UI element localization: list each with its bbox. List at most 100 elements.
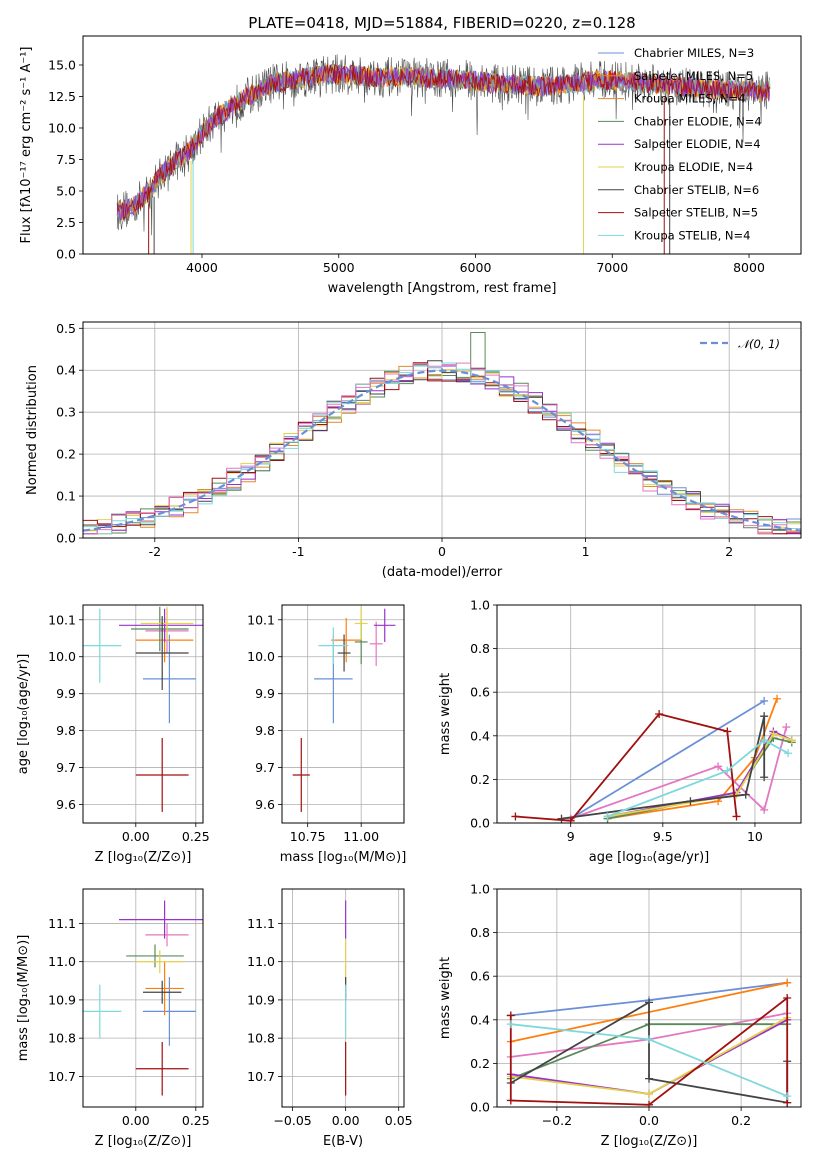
plot-area	[282, 889, 404, 1107]
x-tick-label: −0.05	[273, 1113, 311, 1128]
weight-marker	[783, 994, 792, 1002]
histogram-step	[83, 362, 801, 535]
legend-label: Salpeter STELIB, N=5	[634, 206, 758, 220]
weight-line	[607, 739, 789, 818]
x-tick-label: 11.00	[343, 829, 379, 844]
x-tick-label: -1	[292, 544, 304, 559]
y-tick-label: 0.0	[56, 247, 76, 262]
weight-marker	[732, 812, 741, 821]
plot-area	[116, 54, 771, 254]
y-tick-label: 10.0	[247, 649, 275, 664]
y-axis-label: Flux [fλ10⁻¹⁷ erg cm⁻² s⁻¹ A⁻¹]	[19, 47, 34, 244]
y-tick-label: 10.8	[247, 1031, 275, 1046]
y-tick-label: 10.9	[247, 992, 275, 1007]
weight-marker	[787, 736, 796, 745]
x-tick-label: 0.25	[182, 829, 210, 844]
y-tick-label: 10.9	[48, 992, 76, 1007]
legend-label: Chabrier ELODIE, N=4	[634, 114, 762, 128]
y-tick-label: 10.0	[48, 120, 76, 135]
weight-marker	[723, 766, 732, 775]
y-tick-label: 7.5	[56, 152, 76, 167]
y-tick-label: 9.8	[56, 723, 76, 738]
x-tick-label: −0.2	[542, 1113, 572, 1128]
x-axis-label: Z [log₁₀(Z/Z⊙)]	[601, 1134, 698, 1149]
y-tick-label: 0.0	[470, 1100, 490, 1115]
weight-marker	[506, 1096, 515, 1105]
y-tick-label: 0.8	[470, 925, 490, 940]
axes-frame	[281, 604, 405, 824]
legend-label: Kroupa ELODIE, N=4	[634, 160, 753, 174]
weight-marker	[760, 773, 769, 782]
x-tick-label: 0.05	[385, 1113, 413, 1128]
y-tick-label: 0.2	[470, 772, 490, 787]
legend-label: Kroupa MILES, N=4	[634, 92, 746, 106]
weight-marker	[760, 736, 769, 745]
x-tick-label: 9.5	[653, 829, 673, 844]
y-tick-label: 11.1	[247, 916, 275, 931]
x-tick-label: 9	[567, 829, 575, 844]
axes-frame	[82, 35, 802, 255]
weight-line	[515, 712, 738, 822]
x-tick-label: 0.00	[332, 1113, 360, 1128]
x-tick-label: 10	[747, 829, 763, 844]
y-tick-label: 1.0	[470, 882, 490, 897]
y-tick-label: 2.5	[56, 215, 76, 230]
weight-marker	[760, 712, 769, 721]
weight-marker	[760, 805, 769, 814]
x-tick-label: 0.2	[731, 1113, 751, 1128]
weight-marker	[645, 1035, 653, 1044]
weight-marker	[773, 694, 782, 703]
x-axis-label: wavelength [Angstrom, rest frame]	[328, 281, 557, 296]
axes-frame	[82, 321, 802, 539]
chart-panel-0: 4000 5000 6000 7000 8000 0.0 2.5 5.0 7.5 10.0 12.5…	[19, 35, 802, 296]
x-tick-label: 0	[438, 544, 446, 559]
weight-marker	[645, 1074, 653, 1083]
weight-marker	[645, 998, 653, 1007]
legend-label: Kroupa STELIB, N=4	[634, 228, 751, 242]
y-tick-label: 10.0	[48, 649, 76, 664]
y-tick-label: 0.4	[470, 1012, 490, 1027]
x-axis-label: Z [log₁₀(Z/Z⊙)]	[95, 1134, 192, 1149]
legend-label: Chabrier MILES, N=3	[634, 46, 754, 60]
weight-marker	[511, 812, 520, 821]
plot-area	[83, 322, 801, 538]
weight-marker	[784, 749, 793, 758]
weight-line	[561, 715, 766, 820]
chart-panel-6: −0.05 0.00 0.05 10.7 10.8 10.9 11.0 11.1 E(B-V)	[247, 888, 413, 1149]
y-tick-label: 11.0	[48, 954, 76, 969]
x-tick-label: 4000	[186, 260, 218, 275]
y-tick-label: 9.6	[255, 797, 275, 812]
y-axis-label: age [log₁₀(age/yr)]	[16, 654, 31, 775]
y-tick-label: 0.6	[470, 969, 490, 984]
x-tick-label: 0.00	[122, 1113, 150, 1128]
spectrum-line	[116, 64, 770, 221]
chart-panel-2: 0.00 0.25 9.6 9.7 9.8 9.9 10.0 10.1 Z [log₁₀(Z/Z…	[16, 604, 210, 865]
weight-line	[607, 732, 793, 818]
y-tick-label: 9.6	[56, 797, 76, 812]
x-tick-label: 0.25	[182, 1113, 210, 1128]
chart-panel-3: 10.75 11.00 9.6 9.7 9.8 9.9 10.0 10.1 mass [log₁…	[247, 604, 406, 865]
y-axis-label: mass weight	[438, 957, 453, 1039]
x-axis-label: Z [log₁₀(Z/Z⊙)]	[95, 850, 192, 865]
y-tick-label: 0.4	[56, 363, 76, 378]
axes-frame	[82, 604, 204, 824]
y-tick-label: 11.0	[247, 954, 275, 969]
y-tick-label: 0.2	[56, 447, 76, 462]
legend-label: 𝒩(0, 1)	[738, 337, 780, 351]
weight-marker	[645, 1089, 653, 1098]
weight-marker	[506, 1011, 515, 1020]
legend-label: Salpeter ELODIE, N=4	[634, 137, 761, 151]
x-tick-label: -2	[149, 544, 161, 559]
x-axis-label: (data-model)/error	[382, 565, 503, 580]
x-tick-label: 6000	[460, 260, 492, 275]
weight-marker	[506, 1020, 515, 1029]
y-tick-label: 1.0	[470, 598, 490, 613]
y-tick-label: 0.8	[470, 641, 490, 656]
y-tick-label: 9.7	[56, 760, 76, 775]
x-tick-label: 7000	[596, 260, 628, 275]
y-tick-label: 0.3	[56, 405, 76, 420]
x-axis-label: E(B-V)	[323, 1134, 363, 1149]
y-tick-label: 10.7	[247, 1069, 275, 1084]
y-tick-label: 0.5	[56, 321, 76, 336]
